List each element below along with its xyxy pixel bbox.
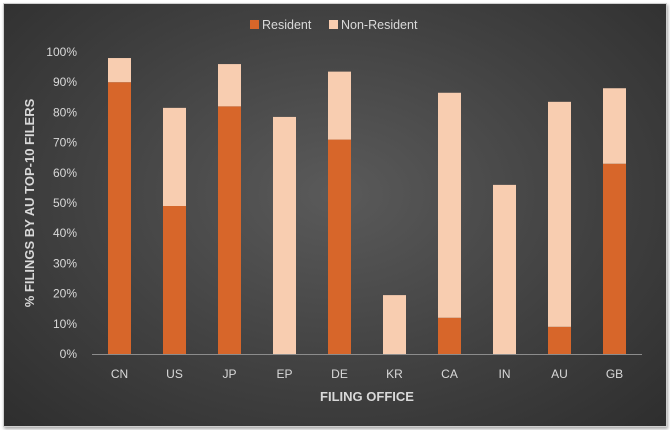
- bar-au-non-resident: [548, 101, 571, 327]
- bar-gb-non-resident: [603, 88, 626, 164]
- chart-frame: Resident Non-Resident 0% 10% 20% 30% 40% 50% 6…: [3, 3, 667, 427]
- x-axis-tick-labels: CN US JP EP DE KR CA IN AU GB: [111, 367, 623, 381]
- bar-de-non-resident: [328, 71, 351, 140]
- y-tick-label: 70%: [53, 136, 77, 150]
- x-tick-label: JP: [222, 367, 236, 381]
- legend-swatch-resident: [250, 20, 259, 29]
- bar-cn-resident: [108, 82, 131, 354]
- y-tick-label: 10%: [53, 317, 77, 331]
- legend-swatch-non-resident: [329, 20, 338, 29]
- legend-label-non-resident: Non-Resident: [341, 18, 418, 32]
- y-tick-label: 60%: [53, 166, 77, 180]
- bar-cn-non-resident: [108, 58, 131, 83]
- y-tick-label: 40%: [53, 226, 77, 240]
- y-tick-label: 100%: [46, 45, 77, 59]
- bar-us-non-resident: [163, 107, 186, 207]
- bar-ep-non-resident: [273, 116, 296, 355]
- legend-label-resident: Resident: [262, 18, 312, 32]
- bar-kr-non-resident: [383, 295, 406, 354]
- bar-ca-resident: [438, 317, 461, 354]
- y-tick-label: 0%: [60, 347, 78, 361]
- x-tick-label: KR: [386, 367, 403, 381]
- x-tick-label: GB: [606, 367, 623, 381]
- x-axis-title: FILING OFFICE: [320, 389, 414, 404]
- bar-au-resident: [548, 326, 571, 354]
- bar-us-resident: [163, 206, 186, 354]
- x-tick-label: CN: [111, 367, 128, 381]
- y-tick-label: 80%: [53, 105, 77, 119]
- bar-ca-non-resident: [438, 92, 461, 318]
- bar-jp-non-resident: [218, 64, 241, 107]
- bar-in-non-resident: [493, 184, 516, 354]
- y-tick-label: 20%: [53, 287, 77, 301]
- y-tick-label: 90%: [53, 75, 77, 89]
- bars: [108, 58, 626, 355]
- x-tick-label: IN: [499, 367, 511, 381]
- bar-jp-resident: [218, 106, 241, 354]
- y-axis-title: % FILINGS BY AU TOP-10 FILERS: [22, 98, 37, 307]
- x-tick-label: US: [166, 367, 183, 381]
- x-tick-label: AU: [551, 367, 568, 381]
- legend: Resident Non-Resident: [250, 18, 418, 32]
- x-tick-label: DE: [331, 367, 348, 381]
- y-axis-tick-labels: 0% 10% 20% 30% 40% 50% 60% 70% 80% 90% 100%: [46, 45, 77, 361]
- bar-gb-resident: [603, 163, 626, 354]
- x-tick-label: EP: [276, 367, 292, 381]
- y-tick-label: 50%: [53, 196, 77, 210]
- y-tick-label: 30%: [53, 256, 77, 270]
- x-tick-label: CA: [441, 367, 458, 381]
- stacked-bar-chart: Resident Non-Resident 0% 10% 20% 30% 40% 50% 6…: [22, 18, 642, 404]
- bar-de-resident: [328, 139, 351, 354]
